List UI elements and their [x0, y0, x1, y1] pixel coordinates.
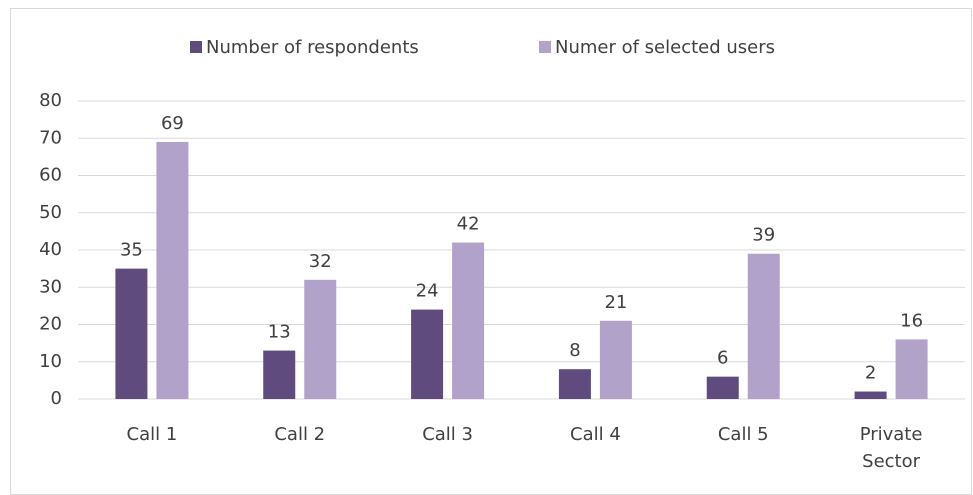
data-label: 42	[457, 214, 480, 235]
bar	[558, 369, 591, 399]
x-tick-label: Call 1	[126, 424, 178, 445]
x-tick-label: Private Sector	[859, 424, 923, 472]
data-label: 21	[604, 292, 627, 313]
legend-swatch	[539, 41, 551, 53]
bar	[304, 279, 337, 399]
x-tick-label: Call 2	[274, 424, 326, 445]
data-label: 39	[752, 225, 775, 246]
bar	[156, 141, 189, 399]
legend-swatch	[190, 41, 202, 53]
data-label: 24	[416, 281, 439, 302]
y-tick-label: 40	[39, 239, 62, 260]
y-tick-label: 80	[39, 90, 62, 111]
bar	[706, 376, 739, 399]
bar	[854, 391, 887, 399]
data-label: 13	[268, 322, 291, 343]
bar	[411, 309, 444, 399]
legend-label: Number of respondents	[206, 37, 419, 58]
bar	[599, 320, 632, 399]
y-tick-label: 30	[39, 276, 62, 297]
y-tick-label: 20	[39, 314, 62, 335]
data-label: 6	[717, 348, 728, 369]
bar	[263, 350, 296, 399]
data-label: 16	[900, 310, 923, 331]
legend-label: Numer of selected users	[555, 37, 775, 58]
bar	[895, 339, 928, 399]
bar	[452, 242, 485, 399]
x-tick-label: Call 4	[570, 424, 621, 445]
bar	[747, 253, 780, 399]
x-tick-label: Call 3	[422, 424, 473, 445]
data-label: 8	[569, 340, 580, 361]
y-tick-label: 60	[39, 165, 62, 186]
bar	[115, 268, 148, 399]
data-label: 2	[865, 363, 876, 384]
data-label: 35	[120, 240, 143, 261]
y-tick-label: 50	[39, 202, 62, 223]
y-tick-label: 10	[39, 351, 62, 372]
x-tick-label: Call 5	[717, 424, 769, 445]
data-label: 69	[161, 113, 184, 134]
y-tick-label: 70	[39, 127, 62, 148]
y-tick-label: 0	[51, 388, 62, 409]
data-label: 32	[309, 251, 332, 272]
